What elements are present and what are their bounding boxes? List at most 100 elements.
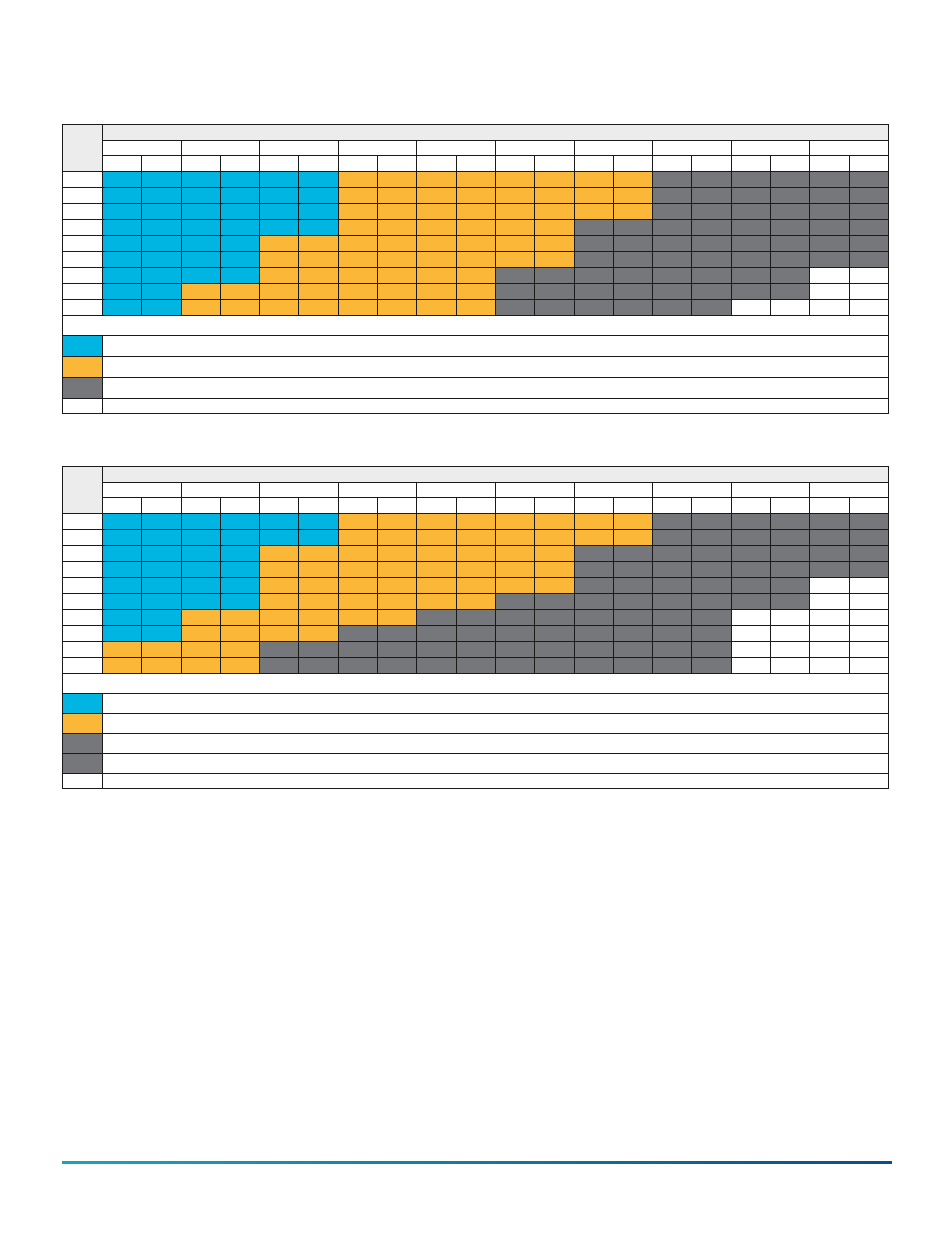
grid-cell (377, 609, 418, 626)
grid-cell (141, 561, 182, 578)
row-label-cell (62, 171, 103, 188)
grid-cell (534, 235, 575, 252)
grid-cell (141, 577, 182, 594)
row-label-cell (62, 267, 103, 284)
grid-cell (180, 203, 221, 220)
grid-cell (730, 299, 772, 316)
grid-cell (730, 529, 772, 546)
grid-cell (573, 641, 614, 658)
grid-cell (573, 545, 614, 562)
grid-cell (377, 235, 418, 252)
grid-cell (848, 283, 890, 300)
grid-cell (377, 513, 418, 530)
grid-cell (337, 577, 379, 594)
grid-cell (101, 561, 143, 578)
legend-description (102, 356, 889, 378)
grid-cell (652, 171, 693, 188)
grid-cell (219, 529, 261, 546)
grid-cell (377, 299, 418, 316)
grid-cell (337, 251, 379, 268)
grid-cell (455, 577, 496, 594)
group-header-cell (730, 140, 811, 156)
grid-cell (573, 577, 614, 594)
group-header-cell (259, 140, 339, 156)
grid-cell (180, 561, 221, 578)
grid-cell (534, 203, 575, 220)
subcolumn-header-cell (652, 497, 693, 514)
grid-cell (573, 283, 614, 300)
subcolumn-header-cell (337, 155, 379, 172)
subcolumn-header-cell (141, 155, 182, 172)
grid-cell (259, 513, 300, 530)
grid-cell (612, 267, 654, 284)
subcolumn-header-cell (416, 497, 457, 514)
table-row (62, 657, 890, 674)
grid-cell (612, 577, 654, 594)
grid-cell (534, 641, 575, 658)
grid-cell (730, 657, 772, 674)
grid-cell (101, 267, 143, 284)
grid-cell (219, 657, 261, 674)
grid-cell (180, 219, 221, 236)
grid-cell (259, 171, 300, 188)
group-header-cell (337, 482, 418, 498)
grid-cell (848, 609, 890, 626)
grid-cell (612, 529, 654, 546)
grid-cell (770, 219, 811, 236)
grid-cell (219, 513, 261, 530)
grid-cell (770, 529, 811, 546)
grid-cell (691, 203, 732, 220)
grid-cell (455, 299, 496, 316)
grid-cell (691, 187, 732, 204)
grid-cell (573, 657, 614, 674)
grid-cell (219, 545, 261, 562)
subcolumn-header-cell (494, 155, 536, 172)
grid-cell (298, 219, 339, 236)
grid-cell (298, 283, 339, 300)
subcolumn-header-cell (298, 497, 339, 514)
grid-cell (770, 203, 811, 220)
grid-cell (377, 641, 418, 658)
grid-cell (809, 529, 850, 546)
grid-cell (730, 609, 772, 626)
grid-cell (416, 171, 457, 188)
grid-cell (416, 657, 457, 674)
grid-cell (180, 251, 221, 268)
grid-cell (377, 219, 418, 236)
subcolumn-header-cell (730, 155, 772, 172)
legend-row (62, 733, 889, 754)
grid-cell (494, 625, 536, 642)
subcolumn-header-cell (259, 155, 300, 172)
grid-cell (141, 219, 182, 236)
grid-cell (848, 203, 890, 220)
grid-cell (809, 625, 850, 642)
grid-cell (809, 593, 850, 610)
subcolumn-header-cell (612, 155, 654, 172)
grid-cell (612, 235, 654, 252)
grid-cell (770, 577, 811, 594)
row-label-cell (62, 577, 103, 594)
group-header-cell (809, 482, 889, 498)
grid-cell (337, 625, 379, 642)
grid-cell (141, 171, 182, 188)
grid-cell (730, 171, 772, 188)
grid-cell (848, 545, 890, 562)
grid-cell (691, 513, 732, 530)
grid-cell (691, 545, 732, 562)
grid-cell (377, 657, 418, 674)
grid-cell (573, 267, 614, 284)
grid-cell (534, 529, 575, 546)
grid-cell (219, 641, 261, 658)
grid-cell (259, 251, 300, 268)
legend-swatch (62, 398, 103, 414)
grid-cell (730, 187, 772, 204)
row-label-cell (62, 187, 103, 204)
group-header-cell (494, 482, 575, 498)
grid-cell (101, 657, 143, 674)
group-header-cell (652, 482, 732, 498)
grid-cell (141, 625, 182, 642)
grid-cell (534, 171, 575, 188)
grid-cell (416, 609, 457, 626)
grid-cell (298, 187, 339, 204)
subcolumn-header-cell (180, 497, 221, 514)
